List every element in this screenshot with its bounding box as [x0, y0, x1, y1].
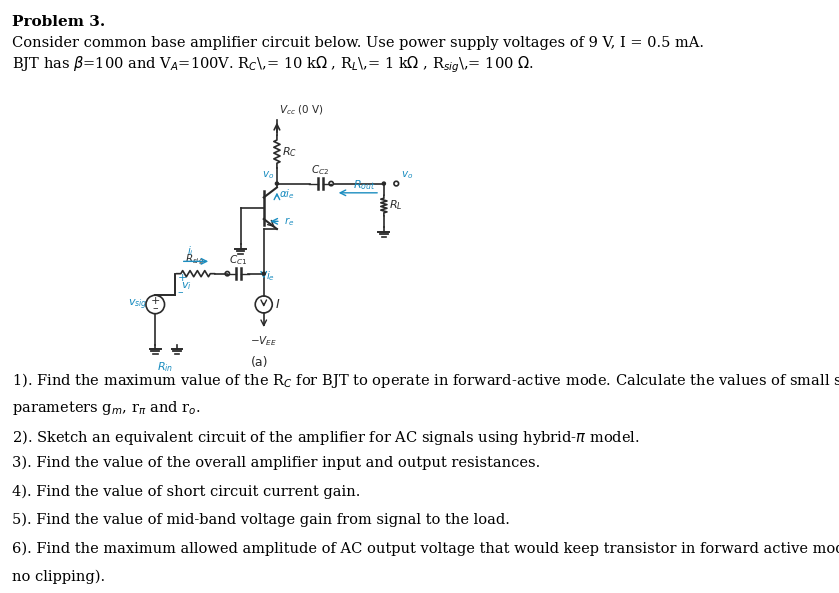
- Text: $R_{in}$: $R_{in}$: [157, 360, 174, 374]
- Text: $R_C$: $R_C$: [282, 145, 297, 158]
- Text: $I$: $I$: [274, 298, 280, 311]
- Text: $i_e$: $i_e$: [266, 269, 275, 283]
- Text: $r_e$: $r_e$: [284, 215, 294, 228]
- Text: $C_{C1}$: $C_{C1}$: [229, 253, 248, 267]
- Text: $C_{C2}$: $C_{C2}$: [311, 163, 330, 177]
- Text: Consider common base amplifier circuit below. Use power supply voltages of 9 V, : Consider common base amplifier circuit b…: [12, 36, 704, 50]
- Circle shape: [263, 272, 265, 275]
- Text: –: –: [153, 304, 158, 313]
- Text: $R_L$: $R_L$: [388, 199, 402, 212]
- Text: parameters g$_{m}$, r$_\pi$ and r$_o$.: parameters g$_{m}$, r$_\pi$ and r$_o$.: [12, 399, 201, 417]
- Text: 5). Find the value of mid-band voltage gain from signal to the load.: 5). Find the value of mid-band voltage g…: [12, 513, 509, 527]
- Circle shape: [275, 182, 279, 185]
- Text: +: +: [150, 296, 160, 305]
- Text: $R_{sig}$: $R_{sig}$: [185, 253, 205, 267]
- Text: (a): (a): [251, 356, 268, 369]
- Text: $v_i$: $v_i$: [181, 280, 191, 292]
- Text: $v_{sig}$: $v_{sig}$: [128, 297, 148, 312]
- Text: 2). Sketch an equivalent circuit of the amplifier for AC signals using hybrid-$\: 2). Sketch an equivalent circuit of the …: [12, 428, 639, 447]
- Circle shape: [383, 182, 385, 185]
- Text: $R_{out}$: $R_{out}$: [353, 178, 376, 192]
- Text: $-V_{EE}$: $-V_{EE}$: [250, 334, 277, 348]
- Text: $v_o$: $v_o$: [262, 170, 274, 181]
- Text: no clipping).: no clipping).: [12, 570, 105, 584]
- Text: $\alpha i_e$: $\alpha i_e$: [279, 187, 295, 201]
- Text: 4). Find the value of short circuit current gain.: 4). Find the value of short circuit curr…: [12, 484, 360, 499]
- Text: 3). Find the value of the overall amplifier input and output resistances.: 3). Find the value of the overall amplif…: [12, 456, 540, 470]
- Text: –: –: [178, 287, 184, 297]
- Text: $i_i$: $i_i$: [187, 244, 195, 259]
- Text: Problem 3.: Problem 3.: [12, 15, 105, 30]
- Text: $v_o$: $v_o$: [401, 170, 413, 181]
- Text: 1). Find the maximum value of the R$_C$ for BJT to operate in forward-active mod: 1). Find the maximum value of the R$_C$ …: [12, 371, 839, 390]
- Text: BJT has $\beta$=100 and V$_A$=100V. R$_C$\,= 10 k$\Omega$ , R$_L$\,= 1 k$\Omega$: BJT has $\beta$=100 and V$_A$=100V. R$_C…: [12, 55, 534, 75]
- Text: 6). Find the maximum allowed amplitude of AC output voltage that would keep tran: 6). Find the maximum allowed amplitude o…: [12, 541, 839, 556]
- Text: +: +: [178, 273, 187, 283]
- Text: $V_{cc}$ (0 V): $V_{cc}$ (0 V): [279, 103, 324, 117]
